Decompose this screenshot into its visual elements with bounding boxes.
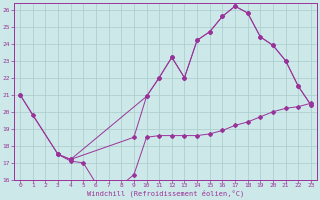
X-axis label: Windchill (Refroidissement éolien,°C): Windchill (Refroidissement éolien,°C) bbox=[87, 190, 244, 197]
